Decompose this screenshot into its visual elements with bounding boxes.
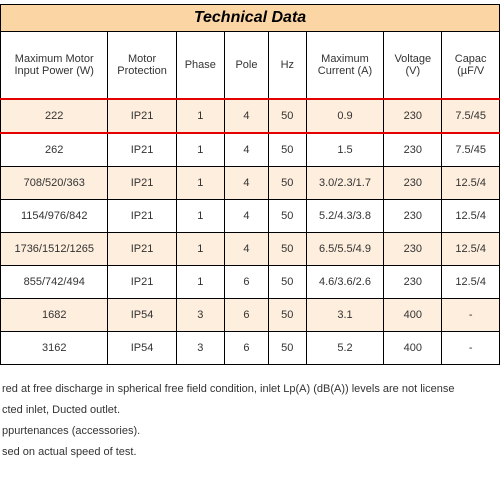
- table-cell: 50: [268, 99, 306, 133]
- table-cell: 4: [224, 233, 268, 266]
- table-row: 3162IP5436505.2400-: [1, 332, 500, 365]
- table-cell: IP21: [108, 266, 176, 299]
- table-cell: 1: [176, 200, 224, 233]
- col-header: Pole: [224, 32, 268, 100]
- table-cell: 50: [268, 233, 306, 266]
- table-cell: 6: [224, 266, 268, 299]
- table-row: 262IP2114501.52307.5/45: [1, 133, 500, 167]
- table-cell: 5.2/4.3/3.8: [306, 200, 384, 233]
- table-cell: 230: [384, 99, 442, 133]
- technical-data-table: Technical Data Maximum Motor Input Power…: [0, 4, 500, 365]
- col-header: Motor Protection: [108, 32, 176, 100]
- table-cell: -: [442, 299, 500, 332]
- table-cell: 50: [268, 299, 306, 332]
- table-cell: IP21: [108, 200, 176, 233]
- footnote-line: red at free discharge in spherical free …: [2, 379, 500, 400]
- table-cell: 6: [224, 332, 268, 365]
- col-header: Hz: [268, 32, 306, 100]
- table-cell: 50: [268, 200, 306, 233]
- table-cell: 1736/1512/1265: [1, 233, 108, 266]
- table-cell: IP54: [108, 332, 176, 365]
- footnote-line: sed on actual speed of test.: [2, 442, 500, 463]
- table-cell: 0.9: [306, 99, 384, 133]
- table-cell: 4: [224, 167, 268, 200]
- table-cell: 3: [176, 332, 224, 365]
- footnotes: red at free discharge in spherical free …: [0, 379, 500, 463]
- table-row: 1154/976/842IP2114505.2/4.3/3.823012.5/4: [1, 200, 500, 233]
- table-cell: 6: [224, 299, 268, 332]
- table-row: 708/520/363IP2114503.0/2.3/1.723012.5/4: [1, 167, 500, 200]
- table-cell: 1: [176, 266, 224, 299]
- table-cell: IP21: [108, 99, 176, 133]
- table-cell: 3.0/2.3/1.7: [306, 167, 384, 200]
- table-cell: 1.5: [306, 133, 384, 167]
- table-cell: 12.5/4: [442, 200, 500, 233]
- table-cell: 1: [176, 133, 224, 167]
- table-cell: 50: [268, 332, 306, 365]
- table-cell: 222: [1, 99, 108, 133]
- col-header: Phase: [176, 32, 224, 100]
- table-cell: 4: [224, 133, 268, 167]
- col-header: Capac (µF/V: [442, 32, 500, 100]
- table-cell: 4: [224, 200, 268, 233]
- col-header: Maximum Current (A): [306, 32, 384, 100]
- col-header: Maximum Motor Input Power (W): [1, 32, 108, 100]
- table-cell: 1: [176, 99, 224, 133]
- footnote-line: cted inlet, Ducted outlet.: [2, 400, 500, 421]
- table-cell: 230: [384, 200, 442, 233]
- table-cell: 3162: [1, 332, 108, 365]
- table-cell: 230: [384, 266, 442, 299]
- table-row: 222IP2114500.92307.5/45: [1, 99, 500, 133]
- table-cell: 50: [268, 133, 306, 167]
- table-cell: 7.5/45: [442, 99, 500, 133]
- table-cell: 230: [384, 233, 442, 266]
- table-cell: 3.1: [306, 299, 384, 332]
- col-header: Voltage (V): [384, 32, 442, 100]
- table-cell: 4.6/3.6/2.6: [306, 266, 384, 299]
- table-row: 1682IP5436503.1400-: [1, 299, 500, 332]
- table-cell: IP21: [108, 167, 176, 200]
- table-cell: IP21: [108, 133, 176, 167]
- table-row: 1736/1512/1265IP2114506.5/5.5/4.923012.5…: [1, 233, 500, 266]
- table-cell: 7.5/45: [442, 133, 500, 167]
- table-header-row: Maximum Motor Input Power (W) Motor Prot…: [1, 32, 500, 100]
- table-row: 855/742/494IP2116504.6/3.6/2.623012.5/4: [1, 266, 500, 299]
- table-cell: 400: [384, 299, 442, 332]
- table-cell: 230: [384, 133, 442, 167]
- table-cell: 230: [384, 167, 442, 200]
- table-cell: 262: [1, 133, 108, 167]
- table-body: 222IP2114500.92307.5/45262IP2114501.5230…: [1, 99, 500, 365]
- table-cell: 12.5/4: [442, 266, 500, 299]
- table-cell: 12.5/4: [442, 167, 500, 200]
- table-cell: 1682: [1, 299, 108, 332]
- table-cell: 1154/976/842: [1, 200, 108, 233]
- table-cell: 6.5/5.5/4.9: [306, 233, 384, 266]
- footnote-line: ppurtenances (accessories).: [2, 421, 500, 442]
- table-cell: 4: [224, 99, 268, 133]
- table-cell: 3: [176, 299, 224, 332]
- table-cell: IP54: [108, 299, 176, 332]
- table-cell: -: [442, 332, 500, 365]
- table-cell: 12.5/4: [442, 233, 500, 266]
- table-cell: 50: [268, 167, 306, 200]
- table-cell: 855/742/494: [1, 266, 108, 299]
- table-cell: 5.2: [306, 332, 384, 365]
- table-cell: IP21: [108, 233, 176, 266]
- table-cell: 1: [176, 167, 224, 200]
- table-cell: 400: [384, 332, 442, 365]
- table-cell: 708/520/363: [1, 167, 108, 200]
- table-title: Technical Data: [1, 5, 500, 32]
- table-cell: 50: [268, 266, 306, 299]
- table-cell: 1: [176, 233, 224, 266]
